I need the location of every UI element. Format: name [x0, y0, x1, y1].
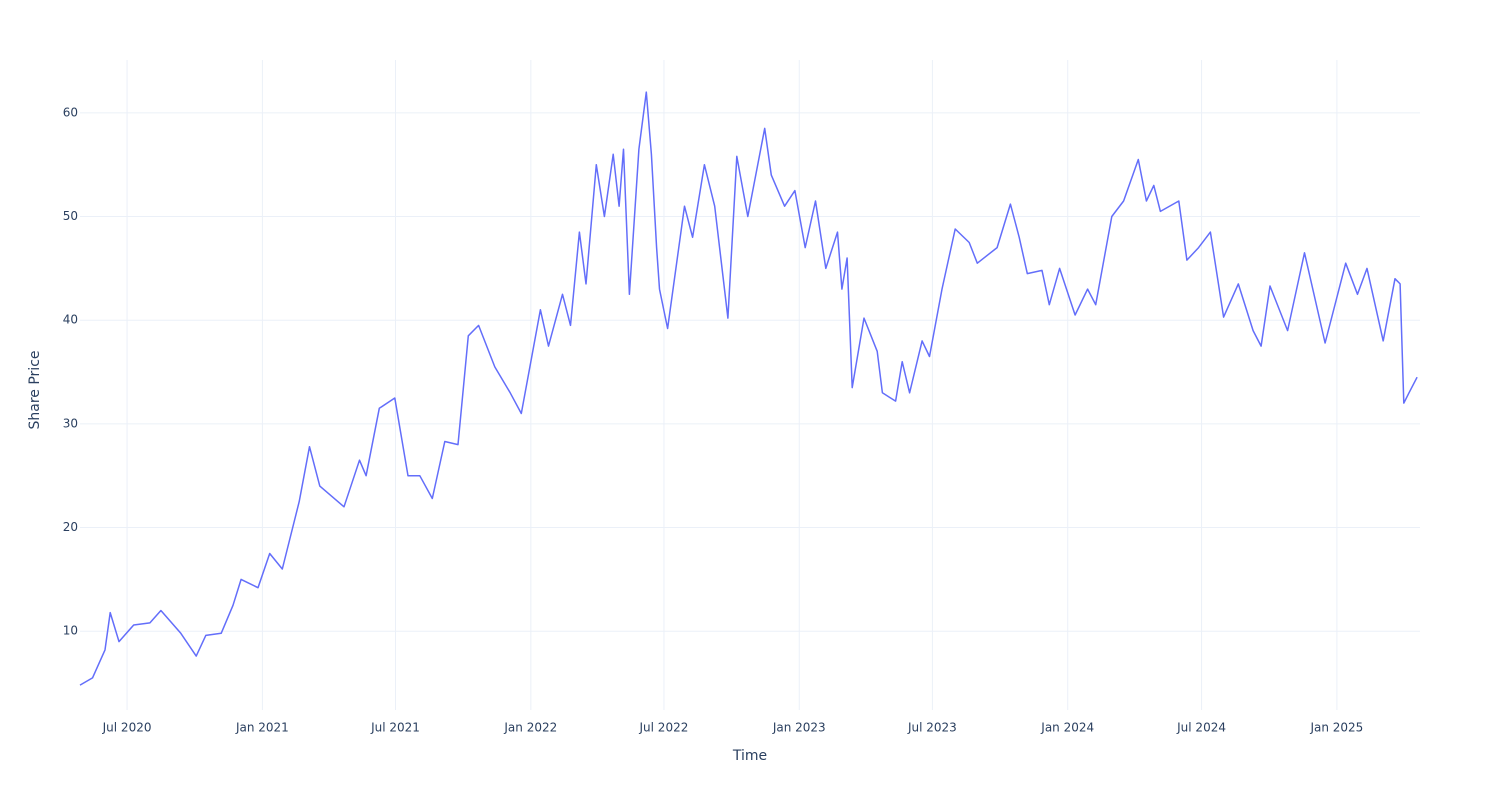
- x-tick-label: Jul 2024: [1176, 721, 1226, 735]
- x-tick-label: Jan 2023: [772, 721, 826, 735]
- x-tick-label: Jan 2022: [503, 721, 557, 735]
- x-tick-label: Jan 2024: [1040, 721, 1094, 735]
- y-tick-label: 50: [63, 209, 78, 223]
- x-tick-label: Jul 2022: [639, 721, 689, 735]
- x-axis-title: Time: [732, 748, 767, 764]
- y-tick-label: 20: [63, 520, 78, 534]
- y-tick-label: 30: [63, 416, 78, 430]
- y-tick-label: 10: [63, 624, 78, 638]
- x-tick-label: Jul 2020: [102, 721, 152, 735]
- price-line: [79, 91, 1418, 686]
- x-tick-label: Jul 2021: [370, 721, 420, 735]
- y-axis-title: Share Price: [27, 350, 43, 429]
- y-tick-label: 40: [63, 313, 78, 327]
- x-tick-label: Jan 2021: [235, 721, 289, 735]
- x-tick-label: Jul 2023: [907, 721, 957, 735]
- x-tick-label: Jan 2025: [1309, 721, 1363, 735]
- y-tick-label: 60: [63, 105, 78, 119]
